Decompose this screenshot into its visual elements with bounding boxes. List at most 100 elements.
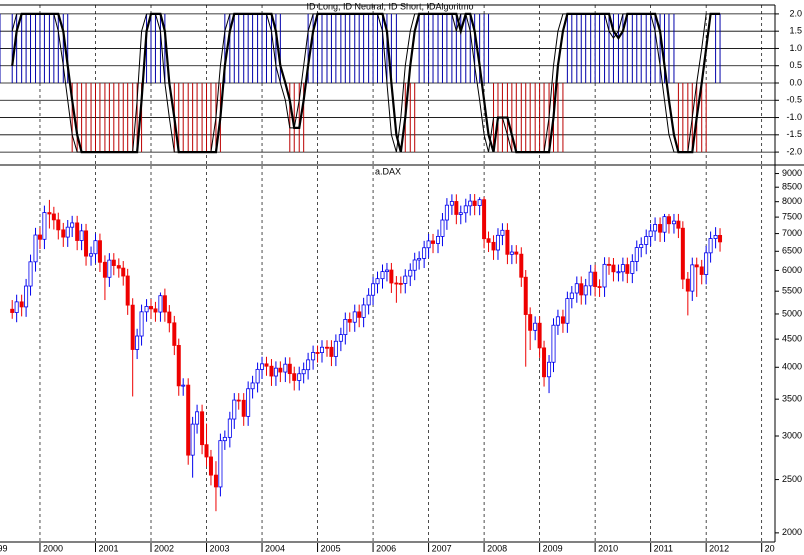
candle-body bbox=[246, 388, 251, 417]
candle-body bbox=[482, 199, 487, 240]
x-tick-label: 2004 bbox=[265, 543, 285, 553]
candle-body bbox=[236, 399, 241, 402]
candle-body bbox=[422, 247, 427, 259]
candle-body bbox=[408, 269, 413, 277]
x-tick-label: 2006 bbox=[376, 543, 396, 553]
candle-body bbox=[287, 363, 292, 375]
candle-body bbox=[648, 230, 653, 237]
x-axis: 1999 2000 2001 2002 2003 2004 2005 2006 2007 2008… bbox=[0, 543, 775, 553]
candle-body bbox=[250, 382, 255, 390]
y-tick-label: -0.5 bbox=[786, 95, 802, 105]
candle-body bbox=[431, 240, 436, 244]
candle-body bbox=[315, 352, 320, 354]
x-tick-label: 2009 bbox=[543, 543, 563, 553]
y-tick-label: 2500 bbox=[782, 474, 802, 484]
candle-body bbox=[195, 411, 200, 425]
candle-body bbox=[116, 265, 121, 269]
y-tick-label: 8000 bbox=[782, 196, 802, 206]
candle-body bbox=[463, 205, 468, 214]
candle-body bbox=[24, 285, 29, 308]
candle-body bbox=[658, 224, 663, 233]
candle-body bbox=[181, 384, 186, 387]
candle-body bbox=[662, 216, 667, 233]
candle-body bbox=[555, 316, 560, 326]
candle-body bbox=[93, 240, 98, 255]
candle-body bbox=[676, 220, 681, 229]
candle-body bbox=[579, 283, 584, 296]
candle-body bbox=[375, 278, 380, 285]
candle-body bbox=[186, 384, 191, 456]
candle-body bbox=[10, 308, 15, 313]
y-tick-label: 6500 bbox=[782, 246, 802, 256]
candle-body bbox=[319, 346, 324, 353]
candle-body bbox=[144, 306, 149, 313]
candle-body bbox=[241, 399, 246, 417]
y-tick-label: 7000 bbox=[782, 228, 802, 238]
candle-body bbox=[167, 311, 172, 324]
candle-body bbox=[111, 259, 116, 266]
candle-body bbox=[121, 267, 126, 277]
candle-body bbox=[440, 219, 445, 237]
candle-body bbox=[361, 304, 366, 318]
candle-body bbox=[190, 423, 195, 456]
candle-body bbox=[685, 278, 690, 292]
right-axis: 2.0 1.5 1.0 0.5 0.0 -0.5 -1.0 -1.5 -2.0 2000 2500 3… bbox=[775, 8, 802, 537]
candle-body bbox=[102, 261, 107, 278]
y-tick-label: 7500 bbox=[782, 211, 802, 221]
candle-body bbox=[264, 363, 269, 367]
candle-body bbox=[172, 322, 177, 346]
candle-body bbox=[153, 308, 158, 313]
candle-body bbox=[505, 229, 510, 255]
candle-body bbox=[371, 283, 376, 296]
candle-body bbox=[542, 347, 547, 378]
candle-body bbox=[357, 311, 362, 318]
candle-body bbox=[306, 359, 311, 371]
x-tick-label: 2002 bbox=[154, 543, 174, 553]
candle-body bbox=[260, 363, 265, 370]
candle-body bbox=[680, 227, 685, 280]
y-tick-label: 5000 bbox=[782, 308, 802, 318]
candle-body bbox=[329, 346, 334, 357]
y-tick-label: 3500 bbox=[782, 394, 802, 404]
x-tick-label: 2005 bbox=[321, 543, 341, 553]
candle-body bbox=[176, 345, 181, 387]
candle-body bbox=[227, 418, 232, 438]
candle-body bbox=[222, 436, 227, 442]
candle-body bbox=[56, 219, 61, 231]
candle-body bbox=[403, 275, 408, 284]
candle-body bbox=[509, 251, 514, 255]
candle-body bbox=[162, 295, 167, 313]
x-tick-label: 2010 bbox=[598, 543, 618, 553]
candle-body bbox=[486, 238, 491, 243]
candle-body bbox=[333, 340, 338, 357]
candle-body bbox=[65, 226, 70, 238]
candle-body bbox=[528, 314, 533, 331]
candle-body bbox=[149, 306, 154, 310]
candle-body bbox=[75, 222, 80, 241]
candle-body bbox=[616, 271, 621, 274]
candle-body bbox=[200, 411, 205, 446]
candle-body bbox=[708, 238, 713, 254]
candle-body bbox=[454, 201, 459, 215]
candle-body bbox=[97, 240, 102, 263]
candle-body bbox=[218, 440, 223, 488]
x-tick-label: 2001 bbox=[98, 543, 118, 553]
candle-body bbox=[472, 200, 477, 206]
candle-body bbox=[444, 204, 449, 221]
candle-body bbox=[588, 271, 593, 287]
candle-body bbox=[130, 304, 135, 350]
candle-body bbox=[500, 229, 505, 236]
candle-body bbox=[292, 373, 297, 381]
y-tick-label: 1.0 bbox=[789, 43, 802, 53]
candle-body bbox=[343, 319, 348, 336]
candle-body bbox=[491, 241, 496, 251]
x-tick-label: 2012 bbox=[709, 543, 729, 553]
candle-body bbox=[436, 236, 441, 244]
x-tick-label: 2007 bbox=[432, 543, 452, 553]
candle-body bbox=[283, 363, 288, 373]
y-tick-label: -1.0 bbox=[786, 112, 802, 122]
candle-body bbox=[347, 319, 352, 323]
y-tick-label: 3000 bbox=[782, 430, 802, 440]
candle-body bbox=[597, 286, 602, 288]
